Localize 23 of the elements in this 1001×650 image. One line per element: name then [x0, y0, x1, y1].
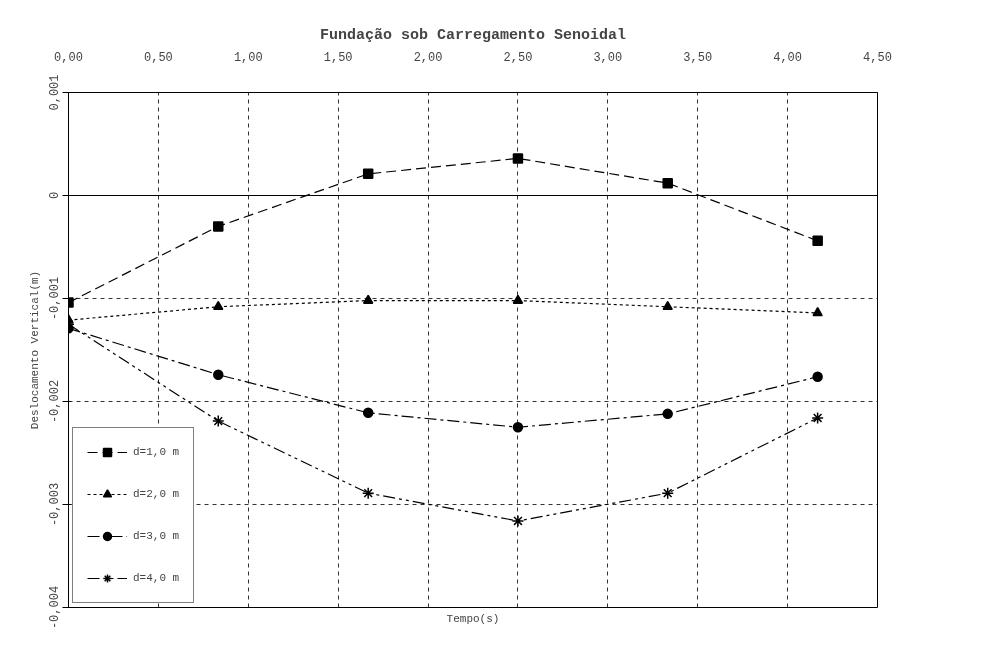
x-tick-label: 3,00 — [593, 50, 623, 65]
legend-label: d=1,0 m — [133, 446, 180, 458]
x-tick-label: 1,50 — [323, 50, 353, 65]
x-tick-label: 3,50 — [683, 50, 713, 65]
x-tick-label: 4,00 — [773, 50, 803, 65]
y-tick-label: -0,003 — [47, 482, 62, 527]
y-tick-label: -0,001 — [47, 276, 62, 321]
legend-label: d=3,0 m — [133, 530, 180, 542]
y-tick-label: -0,004 — [47, 585, 62, 630]
y-tick-label: 0,001 — [47, 74, 62, 111]
x-tick-label: 2,50 — [503, 50, 533, 65]
x-tick-label: 2,00 — [413, 50, 443, 65]
y-tick-label: 0 — [47, 191, 62, 200]
x-tick-label: 0,50 — [143, 50, 173, 65]
x-axis-title: Tempo(s) — [446, 612, 500, 625]
x-tick-label: 0,00 — [54, 50, 83, 65]
legend-label: d=2,0 m — [133, 488, 180, 500]
chart-title: Fundação sob Carregamento Senoidal — [319, 26, 627, 44]
legend-label: d=4,0 m — [133, 572, 180, 584]
y-axis-title: Deslocamento Vertical(m) — [28, 270, 41, 430]
y-tick-label: -0,002 — [47, 379, 62, 424]
x-tick-label: 4,50 — [863, 50, 892, 65]
x-tick-label: 1,00 — [233, 50, 263, 65]
